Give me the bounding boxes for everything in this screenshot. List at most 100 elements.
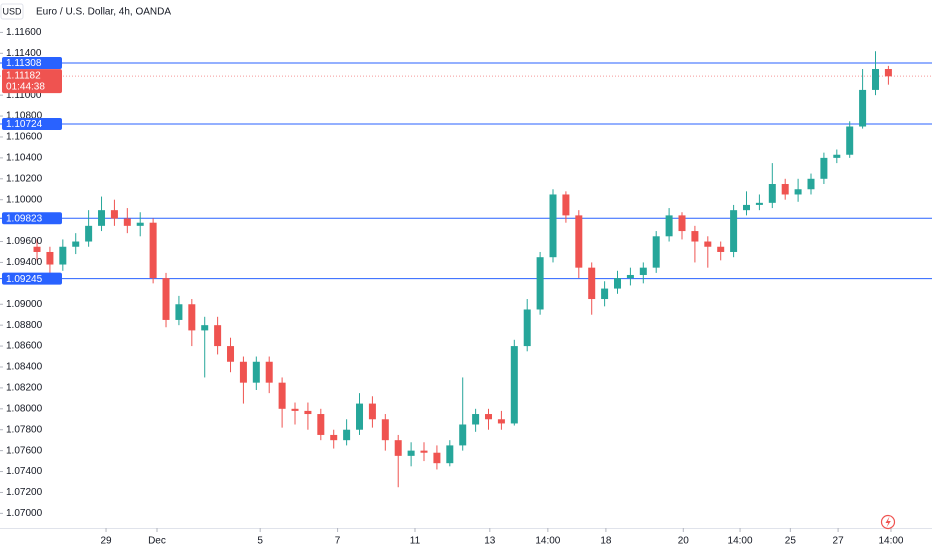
- level-tag-label: 1.09823: [6, 213, 43, 224]
- candle-body: [485, 414, 493, 420]
- candle-body: [123, 218, 131, 226]
- candle-body: [394, 440, 402, 456]
- y-tick-label: 1.11600: [6, 27, 42, 38]
- candle-body: [33, 246, 41, 252]
- candle-body: [188, 304, 196, 331]
- y-tick-label: 1.10400: [6, 153, 43, 164]
- level-tag: [2, 272, 62, 285]
- candle-body: [833, 154, 841, 158]
- candle-body: [820, 157, 828, 179]
- y-tick-label: 1.08600: [6, 341, 43, 352]
- currency-label[interactable]: USD: [2, 6, 22, 16]
- candle-body: [768, 184, 776, 203]
- candle-body: [549, 194, 557, 258]
- candle-body: [614, 278, 622, 289]
- candle-body: [859, 89, 867, 127]
- level-tag: [2, 56, 62, 69]
- candle-body: [356, 403, 364, 430]
- x-tick-label: 14:00: [878, 536, 903, 547]
- candle-body: [330, 434, 338, 441]
- x-tick-label: 13: [484, 536, 496, 547]
- y-tick-label: 1.10200: [6, 173, 43, 184]
- y-tick-label: 1.07000: [6, 508, 43, 519]
- candle-body: [252, 361, 260, 383]
- candle-body: [317, 414, 325, 435]
- level-tag-label: 1.10724: [6, 119, 43, 130]
- x-tick-label: 7: [335, 536, 341, 547]
- candle-body: [755, 202, 763, 205]
- candle-body: [265, 361, 273, 383]
- candle-body: [497, 419, 505, 424]
- candle-body: [420, 450, 428, 453]
- y-tick-label: 1.09000: [6, 299, 43, 310]
- chart-title: Euro / U.S. Dollar, 4h, OANDA: [36, 7, 171, 18]
- candle-body: [601, 288, 609, 300]
- candle-body: [239, 361, 247, 383]
- candle-body: [201, 325, 209, 331]
- y-tick-label: 1.07600: [6, 445, 43, 456]
- candle-body: [98, 210, 106, 226]
- y-tick-label: 1.08400: [6, 362, 43, 373]
- candle-body: [214, 325, 222, 347]
- x-tick-label: 25: [785, 536, 797, 547]
- level-tag: [2, 212, 62, 225]
- candle-body: [149, 222, 157, 279]
- candle-body: [446, 445, 454, 464]
- candle-body: [884, 69, 892, 77]
- x-tick-label: 20: [678, 536, 690, 547]
- y-tick-label: 1.07200: [6, 487, 43, 498]
- x-tick-label: 29: [100, 536, 112, 547]
- y-tick-label: 1.10800: [6, 111, 43, 122]
- candle-body: [730, 210, 738, 252]
- candle-body: [175, 304, 183, 320]
- candle-body: [575, 215, 583, 268]
- candle-body: [72, 241, 80, 247]
- candle-body: [639, 267, 647, 275]
- candle-body: [472, 414, 480, 425]
- candle-body: [510, 346, 518, 424]
- y-tick-label: 1.08000: [6, 403, 43, 414]
- currency-button[interactable]: [0, 3, 24, 20]
- y-tick-label: 1.08800: [6, 320, 43, 331]
- y-tick-label: 1.07400: [6, 466, 43, 477]
- candle-body: [459, 424, 467, 446]
- candle-body: [162, 278, 170, 320]
- candle-body: [665, 215, 673, 237]
- candle-body: [794, 189, 802, 195]
- x-tick-label: Dec: [148, 536, 166, 547]
- y-tick-label: 1.10000: [6, 194, 43, 205]
- candle-body: [743, 204, 751, 211]
- level-tag-label: 1.09245: [6, 274, 43, 285]
- level-tag-label: 1.11308: [6, 58, 42, 69]
- candle-body: [846, 126, 854, 155]
- candle-body: [523, 309, 531, 347]
- x-tick-label: 5: [257, 536, 263, 547]
- candle-body: [278, 382, 286, 409]
- countdown: 01:44:38: [6, 81, 45, 92]
- y-tick-label: 1.11400: [6, 48, 42, 59]
- y-tick-label: 1.07800: [6, 424, 43, 435]
- candle-body: [227, 346, 235, 362]
- candle-body: [717, 246, 725, 252]
- y-tick-label: 1.08200: [6, 383, 43, 394]
- candle-body: [626, 274, 634, 279]
- candle-body: [691, 231, 699, 242]
- x-tick-label: 14:00: [728, 536, 753, 547]
- candle-body: [871, 69, 879, 90]
- candle-body: [652, 236, 660, 268]
- candle-body: [85, 225, 93, 242]
- x-tick-label: 18: [600, 536, 612, 547]
- lightning-icon[interactable]: [880, 514, 896, 530]
- candle-body: [136, 222, 144, 226]
- x-tick-label: 11: [410, 536, 421, 547]
- candle-body: [304, 410, 312, 415]
- candle-body: [562, 194, 570, 216]
- candle-body: [291, 408, 299, 411]
- candle-body: [110, 210, 118, 219]
- candle-body: [381, 419, 389, 441]
- last-price-tag: [2, 69, 62, 94]
- candle-body: [781, 184, 789, 195]
- level-tag: [2, 118, 62, 131]
- candle-body: [368, 403, 376, 420]
